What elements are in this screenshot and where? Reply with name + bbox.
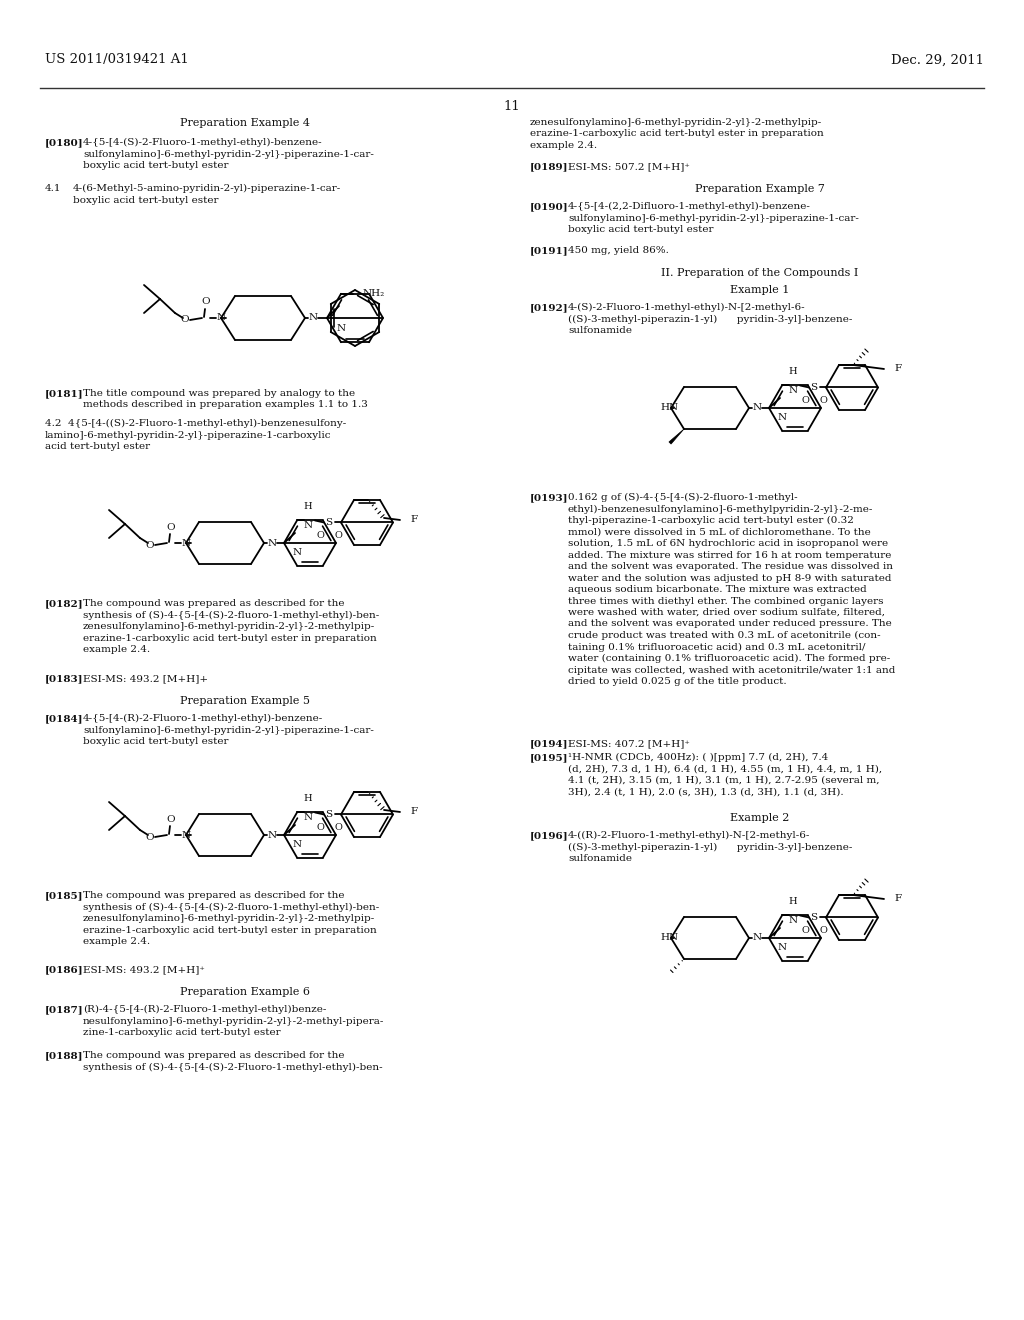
Text: N: N <box>267 830 276 840</box>
Text: zenesulfonylamino]-6-methyl-pyridin-2-yl}-2-methylpip-
erazine-1-carboxylic acid: zenesulfonylamino]-6-methyl-pyridin-2-yl… <box>530 117 823 150</box>
Text: N: N <box>293 840 301 849</box>
Text: N: N <box>303 813 312 822</box>
Text: H: H <box>788 367 798 376</box>
Text: O: O <box>334 531 342 540</box>
Text: N: N <box>753 933 762 942</box>
Text: Preparation Example 6: Preparation Example 6 <box>180 987 310 997</box>
Text: H: H <box>304 503 312 511</box>
Text: O: O <box>801 396 809 405</box>
Text: US 2011/0319421 A1: US 2011/0319421 A1 <box>45 54 188 66</box>
Text: 4.2  4{5-[4-((S)-2-Fluoro-1-methyl-ethyl)-benzenesulfony-
lamino]-6-methyl-pyrid: 4.2 4{5-[4-((S)-2-Fluoro-1-methyl-ethyl)… <box>45 418 346 451</box>
Text: [0194]: [0194] <box>530 739 568 748</box>
Text: [0181]: [0181] <box>45 389 84 399</box>
Text: [0185]: [0185] <box>45 891 84 900</box>
Text: N: N <box>788 916 798 925</box>
Text: [0186]: [0186] <box>45 965 84 974</box>
Text: [0187]: [0187] <box>45 1005 84 1014</box>
Text: O: O <box>180 315 189 325</box>
Text: N: N <box>308 314 317 322</box>
Text: II. Preparation of the Compounds I: II. Preparation of the Compounds I <box>662 268 859 279</box>
Text: N: N <box>216 314 225 322</box>
Text: Example 2: Example 2 <box>730 813 790 822</box>
Text: The title compound was prepared by analogy to the
methods described in preparati: The title compound was prepared by analo… <box>83 389 368 409</box>
Text: H: H <box>304 795 312 804</box>
Text: [0180]: [0180] <box>45 139 84 147</box>
Text: HN: HN <box>660 933 678 942</box>
Text: O: O <box>145 540 155 549</box>
Text: [0192]: [0192] <box>530 304 568 312</box>
Text: H: H <box>788 898 798 907</box>
Text: Preparation Example 5: Preparation Example 5 <box>180 696 310 706</box>
Text: F: F <box>894 895 901 903</box>
Text: NH₂: NH₂ <box>362 289 385 298</box>
Text: O: O <box>316 822 324 832</box>
Text: O: O <box>819 927 827 935</box>
Text: O: O <box>167 814 175 824</box>
Text: F: F <box>410 516 417 524</box>
Text: The compound was prepared as described for the
synthesis of (S)-4-{5-[4-(S)-2-fl: The compound was prepared as described f… <box>83 891 379 946</box>
Text: The compound was prepared as described for the
synthesis of (S)-4-{5-[4-(S)-2-Fl: The compound was prepared as described f… <box>83 1051 383 1072</box>
Text: F: F <box>410 808 417 817</box>
Text: 4-(S)-2-Fluoro-1-methyl-ethyl)-N-[2-methyl-6-
((S)-3-methyl-piperazin-1-yl)     : 4-(S)-2-Fluoro-1-methyl-ethyl)-N-[2-meth… <box>568 304 852 335</box>
Text: The compound was prepared as described for the
synthesis of (S)-4-{5-[4-(S)-2-fl: The compound was prepared as described f… <box>83 599 379 653</box>
Text: [0182]: [0182] <box>45 599 84 609</box>
Text: 4.1: 4.1 <box>45 183 61 193</box>
Text: Preparation Example 7: Preparation Example 7 <box>695 183 825 194</box>
Text: S: S <box>326 810 333 818</box>
Text: ESI-MS: 407.2 [M+H]⁺: ESI-MS: 407.2 [M+H]⁺ <box>568 739 690 748</box>
Text: N: N <box>267 539 276 548</box>
Text: [0196]: [0196] <box>530 832 568 840</box>
Text: N: N <box>303 521 312 531</box>
Text: 4-{5-[4-(S)-2-Fluoro-1-methyl-ethyl)-benzene-
sulfonylamino]-6-methyl-pyridin-2-: 4-{5-[4-(S)-2-Fluoro-1-methyl-ethyl)-ben… <box>83 139 374 170</box>
Text: [0190]: [0190] <box>530 202 568 211</box>
Text: 450 mg, yield 86%.: 450 mg, yield 86%. <box>568 246 669 255</box>
Text: N: N <box>181 539 190 548</box>
Text: N: N <box>753 404 762 412</box>
Text: HN: HN <box>660 404 678 412</box>
Text: [0184]: [0184] <box>45 714 84 723</box>
Text: [0183]: [0183] <box>45 675 84 682</box>
Text: [0188]: [0188] <box>45 1051 84 1060</box>
Text: N: N <box>777 942 786 952</box>
Text: N: N <box>337 325 345 333</box>
Text: ESI-MS: 507.2 [M+H]⁺: ESI-MS: 507.2 [M+H]⁺ <box>568 162 690 172</box>
Text: [0189]: [0189] <box>530 162 568 172</box>
Text: Dec. 29, 2011: Dec. 29, 2011 <box>891 54 984 66</box>
Text: O: O <box>334 822 342 832</box>
Text: S: S <box>810 383 817 392</box>
Text: (R)-4-{5-[4-(R)-2-Fluoro-1-methyl-ethyl)benze-
nesulfonylamino]-6-methyl-pyridin: (R)-4-{5-[4-(R)-2-Fluoro-1-methyl-ethyl)… <box>83 1005 384 1038</box>
Text: 4-(6-Methyl-5-amino-pyridin-2-yl)-piperazine-1-car-
boxylic acid tert-butyl este: 4-(6-Methyl-5-amino-pyridin-2-yl)-pipera… <box>73 183 341 205</box>
Text: O: O <box>801 927 809 935</box>
Text: ESI-MS: 493.2 [M+H]+: ESI-MS: 493.2 [M+H]+ <box>83 675 208 682</box>
Text: 0.162 g of (S)-4-{5-[4-(S)-2-fluoro-1-methyl-
ethyl)-benzenesulfonylamino]-6-met: 0.162 g of (S)-4-{5-[4-(S)-2-fluoro-1-me… <box>568 492 895 686</box>
Polygon shape <box>669 429 684 444</box>
Text: O: O <box>167 523 175 532</box>
Text: S: S <box>810 913 817 921</box>
Text: Example 1: Example 1 <box>730 285 790 294</box>
Text: O: O <box>145 833 155 842</box>
Text: 4-((R)-2-Fluoro-1-methyl-ethyl)-N-[2-methyl-6-
((S)-3-methyl-piperazin-1-yl)    : 4-((R)-2-Fluoro-1-methyl-ethyl)-N-[2-met… <box>568 832 852 863</box>
Text: N: N <box>293 548 301 557</box>
Text: O: O <box>202 297 210 306</box>
Text: F: F <box>894 364 901 374</box>
Text: 4-{5-[4-(R)-2-Fluoro-1-methyl-ethyl)-benzene-
sulfonylamino]-6-methyl-pyridin-2-: 4-{5-[4-(R)-2-Fluoro-1-methyl-ethyl)-ben… <box>83 714 374 746</box>
Text: Preparation Example 4: Preparation Example 4 <box>180 117 310 128</box>
Text: N: N <box>777 413 786 421</box>
Text: 11: 11 <box>504 100 520 114</box>
Text: S: S <box>326 517 333 527</box>
Text: [0195]: [0195] <box>530 752 568 762</box>
Text: [0193]: [0193] <box>530 492 568 502</box>
Text: N: N <box>788 387 798 396</box>
Text: [0191]: [0191] <box>530 246 568 255</box>
Text: ESI-MS: 493.2 [M+H]⁺: ESI-MS: 493.2 [M+H]⁺ <box>83 965 205 974</box>
Text: 4-{5-[4-(2,2-Difluoro-1-methyl-ethyl)-benzene-
sulfonylamino]-6-methyl-pyridin-2: 4-{5-[4-(2,2-Difluoro-1-methyl-ethyl)-be… <box>568 202 859 234</box>
Text: ¹H-NMR (CDCb, 400Hz): ( )[ppm] 7.7 (d, 2H), 7.4
(d, 2H), 7.3 d, 1 H), 6.4 (d, 1 : ¹H-NMR (CDCb, 400Hz): ( )[ppm] 7.7 (d, 2… <box>568 752 882 796</box>
Text: O: O <box>819 396 827 405</box>
Text: O: O <box>316 531 324 540</box>
Text: N: N <box>181 830 190 840</box>
